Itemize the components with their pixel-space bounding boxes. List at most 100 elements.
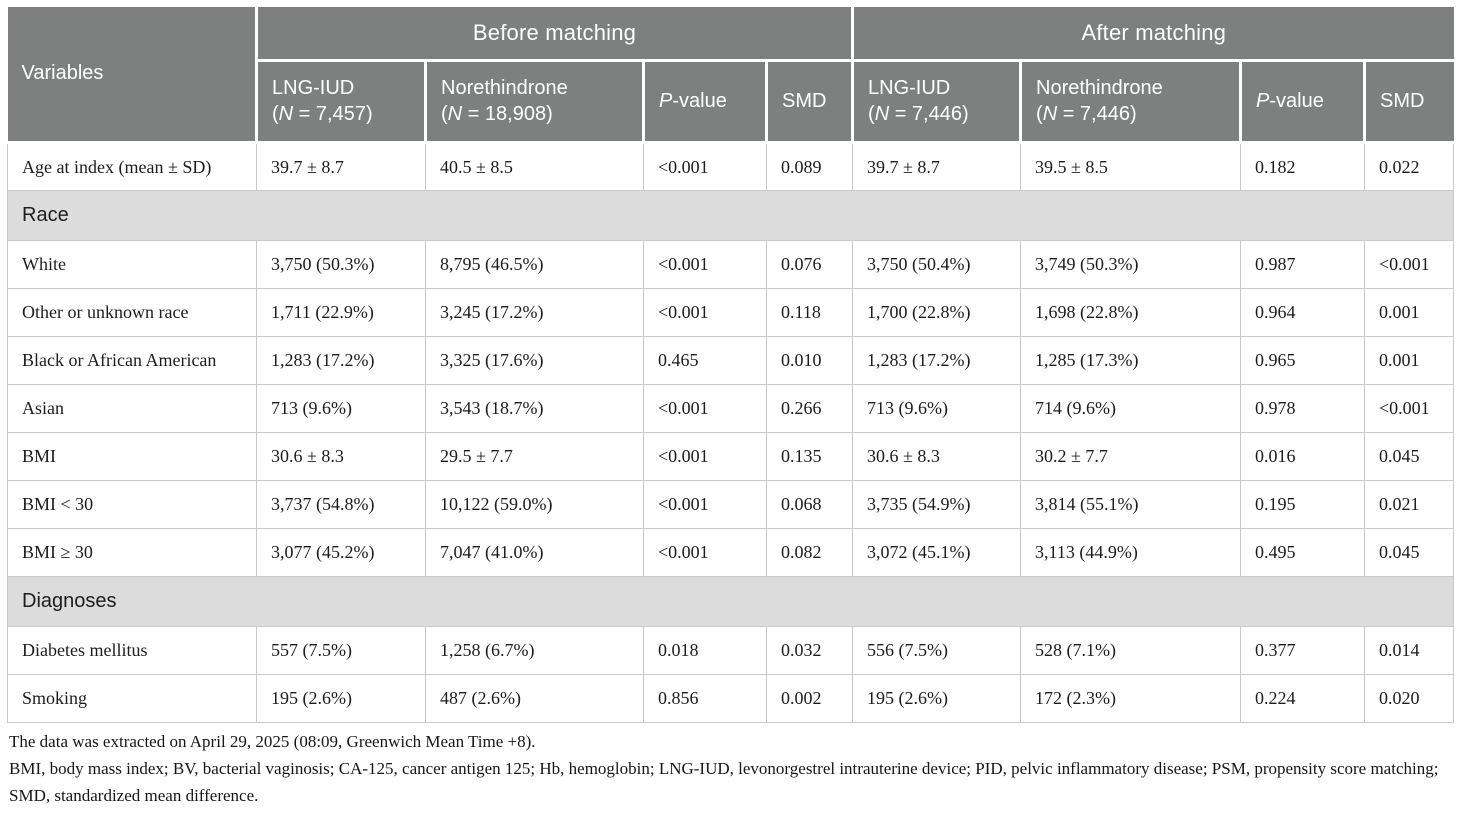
n-symbol: N [447, 103, 463, 125]
table-row: Black or African American 1,283 (17.2%) 3,… [7, 335, 1455, 385]
cell-value: 39.7 ± 8.7 [256, 141, 426, 191]
cell-value: 30.6 ± 8.3 [852, 431, 1022, 481]
cell-value: 0.135 [765, 431, 854, 481]
table-row: Other or unknown race 1,711 (22.9%) 3,245 … [7, 287, 1455, 337]
cell-value: 195 (2.6%) [852, 673, 1022, 723]
cell-value: 0.195 [1240, 479, 1366, 529]
cell-value: 0.010 [765, 335, 854, 385]
n-symbol: N [874, 103, 890, 125]
table-row: BMI ≥ 30 3,077 (45.2%) 7,047 (41.0%) <0.001… [7, 527, 1455, 577]
table-row: BMI < 30 3,737 (54.8%) 10,122 (59.0%) <0.00… [7, 479, 1455, 529]
cell-value: 0.089 [765, 141, 854, 191]
cell-value: 1,711 (22.9%) [256, 287, 426, 337]
n-symbol: N [278, 103, 294, 125]
cell-value: 3,749 (50.3%) [1020, 239, 1242, 289]
cell-value: 0.182 [1240, 141, 1366, 191]
cell-value: 0.856 [643, 673, 767, 723]
cell-value: 3,814 (55.1%) [1020, 479, 1242, 529]
col-header-lng-iud-before: LNG-IUD (N = 7,457) [256, 60, 427, 144]
cell-value: 713 (9.6%) [852, 383, 1022, 433]
cell-value: <0.001 [643, 527, 767, 577]
cell-value: 3,737 (54.8%) [256, 479, 426, 529]
col-header-norethindrone-after: Norethindrone (N = 7,446) [1019, 60, 1243, 144]
cell-value: 713 (9.6%) [256, 383, 426, 433]
cell-value: 195 (2.6%) [256, 673, 426, 723]
col-header-name: Norethindrone [441, 76, 568, 99]
row-label: Other or unknown race [7, 287, 257, 337]
cell-value: <0.001 [643, 479, 767, 529]
sub-header-row: LNG-IUD (N = 7,457) Norethindrone (N = 1… [8, 60, 1454, 144]
table-row: Diabetes mellitus 557 (7.5%) 1,258 (6.7%) 0… [7, 625, 1455, 675]
before-matching-header: Before matching [254, 7, 855, 62]
row-label: BMI < 30 [7, 479, 257, 529]
table-row: Age at index (mean ± SD) 39.7 ± 8.7 40.5 ±… [7, 141, 1455, 191]
table-row: White 3,750 (50.3%) 8,795 (46.5%) <0.001 0.0… [7, 239, 1455, 289]
cell-value: 0.001 [1364, 335, 1455, 385]
col-header-n: (N = 7,457) [272, 101, 418, 127]
row-label: White [7, 239, 257, 289]
cell-value: 40.5 ± 8.5 [425, 141, 644, 191]
col-header-name: LNG-IUD [868, 76, 951, 99]
col-header-n: (N = 18,908) [441, 101, 636, 127]
cell-value: <0.001 [643, 431, 767, 481]
cell-value: 556 (7.5%) [852, 625, 1022, 675]
col-header-smd-before: SMD [764, 60, 855, 144]
section-row: Diagnoses [6, 575, 1455, 627]
cell-value: <0.001 [1364, 383, 1455, 433]
col-header-n: (N = 7,446) [1036, 101, 1233, 127]
cell-value: 1,285 (17.3%) [1020, 335, 1242, 385]
cell-value: <0.001 [643, 239, 767, 289]
cell-value: 487 (2.6%) [425, 673, 644, 723]
cell-value: 39.5 ± 8.5 [1020, 141, 1242, 191]
row-label: Diabetes mellitus [7, 625, 257, 675]
cell-value: 0.014 [1364, 625, 1455, 675]
cell-value: 0.068 [765, 479, 854, 529]
section-label: Diagnoses [6, 575, 1455, 627]
cell-value: 3,750 (50.4%) [852, 239, 1022, 289]
p-rest: -value [672, 89, 727, 112]
cell-value: 3,077 (45.2%) [256, 527, 426, 577]
cell-value: 1,700 (22.8%) [852, 287, 1022, 337]
row-label: Age at index (mean ± SD) [7, 141, 257, 191]
col-header-lng-iud-after: LNG-IUD (N = 7,446) [851, 60, 1023, 144]
cell-value: 3,072 (45.1%) [852, 527, 1022, 577]
col-header-p-value-after: P-value [1239, 60, 1367, 144]
table-row: BMI 30.6 ± 8.3 29.5 ± 7.7 <0.001 0.135 30.6 ±… [7, 431, 1455, 481]
n-value: = 7,457) [293, 103, 373, 125]
after-matching-header: After matching [851, 7, 1454, 62]
section-row: Race [6, 189, 1455, 241]
cell-value: 0.965 [1240, 335, 1366, 385]
footnote-abbreviations: BMI, body mass index; BV, bacterial vagi… [9, 758, 1439, 805]
cell-value: 3,245 (17.2%) [425, 287, 644, 337]
table-row: Asian 713 (9.6%) 3,543 (18.7%) <0.001 0.266 7… [7, 383, 1455, 433]
col-header-p-value-before: P-value [642, 60, 768, 144]
cell-value: <0.001 [643, 383, 767, 433]
cell-value: 0.016 [1240, 431, 1366, 481]
table-row: Smoking 195 (2.6%) 487 (2.6%) 0.856 0.002 195… [7, 673, 1455, 723]
n-open: ( [441, 103, 448, 125]
n-symbol: N [1042, 103, 1058, 125]
cell-value: 8,795 (46.5%) [425, 239, 644, 289]
col-header-smd-after: SMD [1363, 60, 1454, 144]
row-label: BMI [7, 431, 257, 481]
cell-value: 0.082 [765, 527, 854, 577]
cell-value: 39.7 ± 8.7 [852, 141, 1022, 191]
cell-value: 3,325 (17.6%) [425, 335, 644, 385]
col-header-norethindrone-before: Norethindrone (N = 18,908) [424, 60, 645, 144]
cell-value: 1,283 (17.2%) [852, 335, 1022, 385]
n-open: ( [272, 103, 279, 125]
cell-value: 0.022 [1364, 141, 1455, 191]
cell-value: 0.032 [765, 625, 854, 675]
cell-value: 172 (2.3%) [1020, 673, 1242, 723]
page: Variables Before matching After matching… [6, 7, 1455, 805]
cell-value: <0.001 [1364, 239, 1455, 289]
cell-value: 0.224 [1240, 673, 1366, 723]
col-header-name: Norethindrone [1036, 76, 1163, 99]
cell-value: 7,047 (41.0%) [425, 527, 644, 577]
cell-value: 557 (7.5%) [256, 625, 426, 675]
n-open: ( [868, 103, 875, 125]
footnote-extraction-date: The data was extracted on April 29, 2025… [9, 731, 536, 751]
cell-value: 0.020 [1364, 673, 1455, 723]
col-header-n: (N = 7,446) [868, 101, 1013, 127]
cell-value: 0.002 [765, 673, 854, 723]
